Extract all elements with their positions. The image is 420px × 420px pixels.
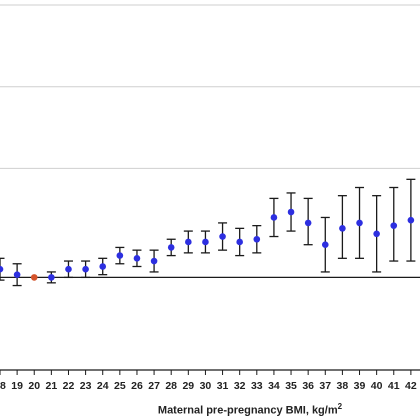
x-tick-label-39: 39 — [354, 380, 366, 392]
data-point-32 — [236, 238, 243, 246]
data-point-19 — [13, 271, 21, 278]
data-point-18 — [0, 265, 4, 273]
data-point-30 — [202, 238, 209, 246]
x-tick-label-26: 26 — [131, 380, 143, 392]
x-tick-label-25: 25 — [114, 380, 126, 392]
data-point-20 — [30, 274, 38, 281]
data-point-25 — [116, 252, 124, 259]
x-tick-label-35: 35 — [285, 380, 297, 392]
data-point-29 — [185, 238, 192, 246]
x-tick-label-22: 22 — [63, 380, 75, 392]
x-tick-label-37: 37 — [319, 380, 331, 392]
x-tick-label-28: 28 — [165, 380, 177, 392]
x-tick-label-34: 34 — [268, 380, 280, 392]
data-point-33 — [253, 235, 261, 243]
data-point-24 — [99, 263, 107, 270]
data-point-35 — [287, 208, 295, 216]
x-tick-label-41: 41 — [388, 380, 400, 392]
data-point-42 — [407, 216, 415, 224]
x-tick-label-30: 30 — [200, 380, 212, 392]
x-tick-label-21: 21 — [46, 380, 58, 392]
data-point-38 — [339, 225, 346, 232]
data-point-22 — [65, 265, 72, 273]
data-point-31 — [219, 233, 226, 240]
data-point-21 — [48, 274, 55, 281]
x-tick-label-24: 24 — [97, 380, 109, 392]
x-tick-label-32: 32 — [234, 380, 246, 392]
x-tick-label-27: 27 — [148, 380, 160, 392]
x-tick-label-33: 33 — [251, 380, 263, 392]
x-axis-title-text: Maternal pre-pregnancy BMI, kg/m — [157, 404, 338, 417]
data-point-34 — [270, 214, 278, 221]
data-point-23 — [82, 265, 89, 273]
x-tick-label-23: 23 — [80, 380, 92, 392]
data-point-37 — [321, 241, 329, 249]
data-point-40 — [373, 230, 380, 238]
data-point-27 — [150, 257, 158, 265]
x-tick-label-18: 18 — [0, 380, 6, 392]
data-point-39 — [356, 219, 363, 227]
x-tick-label-36: 36 — [302, 380, 314, 392]
x-tick-label-42: 42 — [405, 380, 417, 392]
x-axis-title: Maternal pre-pregnancy BMI, kg/m2 — [0, 402, 420, 417]
data-point-41 — [390, 222, 398, 229]
x-tick-label-20: 20 — [28, 380, 40, 392]
data-point-36 — [304, 219, 312, 227]
x-tick-label-38: 38 — [337, 380, 349, 392]
x-tick-label-29: 29 — [182, 380, 194, 392]
data-point-28 — [167, 244, 175, 251]
x-tick-label-19: 19 — [11, 380, 23, 392]
x-tick-label-40: 40 — [371, 380, 383, 392]
x-axis-title-superscript: 2 — [337, 402, 343, 411]
x-tick-label-31: 31 — [217, 380, 229, 392]
data-point-26 — [133, 255, 141, 262]
